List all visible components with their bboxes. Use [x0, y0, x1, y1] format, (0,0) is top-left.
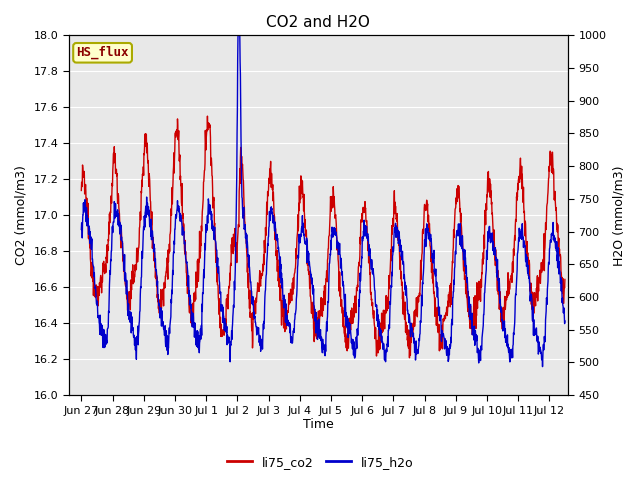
- Legend: li75_co2, li75_h2o: li75_co2, li75_h2o: [221, 451, 419, 474]
- li75_h2o: [539, 364, 547, 370]
- li75_h2o: [86, 238, 94, 244]
- X-axis label: Time: Time: [303, 419, 334, 432]
- li75_co2: [86, 256, 94, 262]
- Line: li75_h2o: li75_h2o: [81, 36, 565, 367]
- li75_co2: [531, 300, 538, 306]
- li75_h2o: [411, 345, 419, 351]
- Y-axis label: H2O (mmol/m3): H2O (mmol/m3): [612, 165, 625, 265]
- li75_co2: [412, 307, 419, 313]
- li75_co2: [325, 233, 333, 239]
- li75_co2: [164, 276, 172, 282]
- Title: CO2 and H2O: CO2 and H2O: [266, 15, 371, 30]
- li75_co2: [77, 188, 85, 193]
- li75_h2o: [296, 238, 304, 243]
- li75_co2: [406, 355, 413, 360]
- li75_co2: [561, 276, 569, 282]
- li75_h2o: [530, 333, 538, 338]
- li75_h2o: [234, 33, 242, 38]
- li75_h2o: [164, 352, 172, 358]
- Text: HS_flux: HS_flux: [76, 46, 129, 60]
- Y-axis label: CO2 (mmol/m3): CO2 (mmol/m3): [15, 165, 28, 265]
- li75_co2: [204, 113, 211, 119]
- li75_h2o: [77, 227, 85, 232]
- li75_h2o: [325, 273, 333, 278]
- Line: li75_co2: li75_co2: [81, 116, 565, 358]
- li75_h2o: [561, 318, 569, 324]
- li75_co2: [296, 189, 304, 194]
